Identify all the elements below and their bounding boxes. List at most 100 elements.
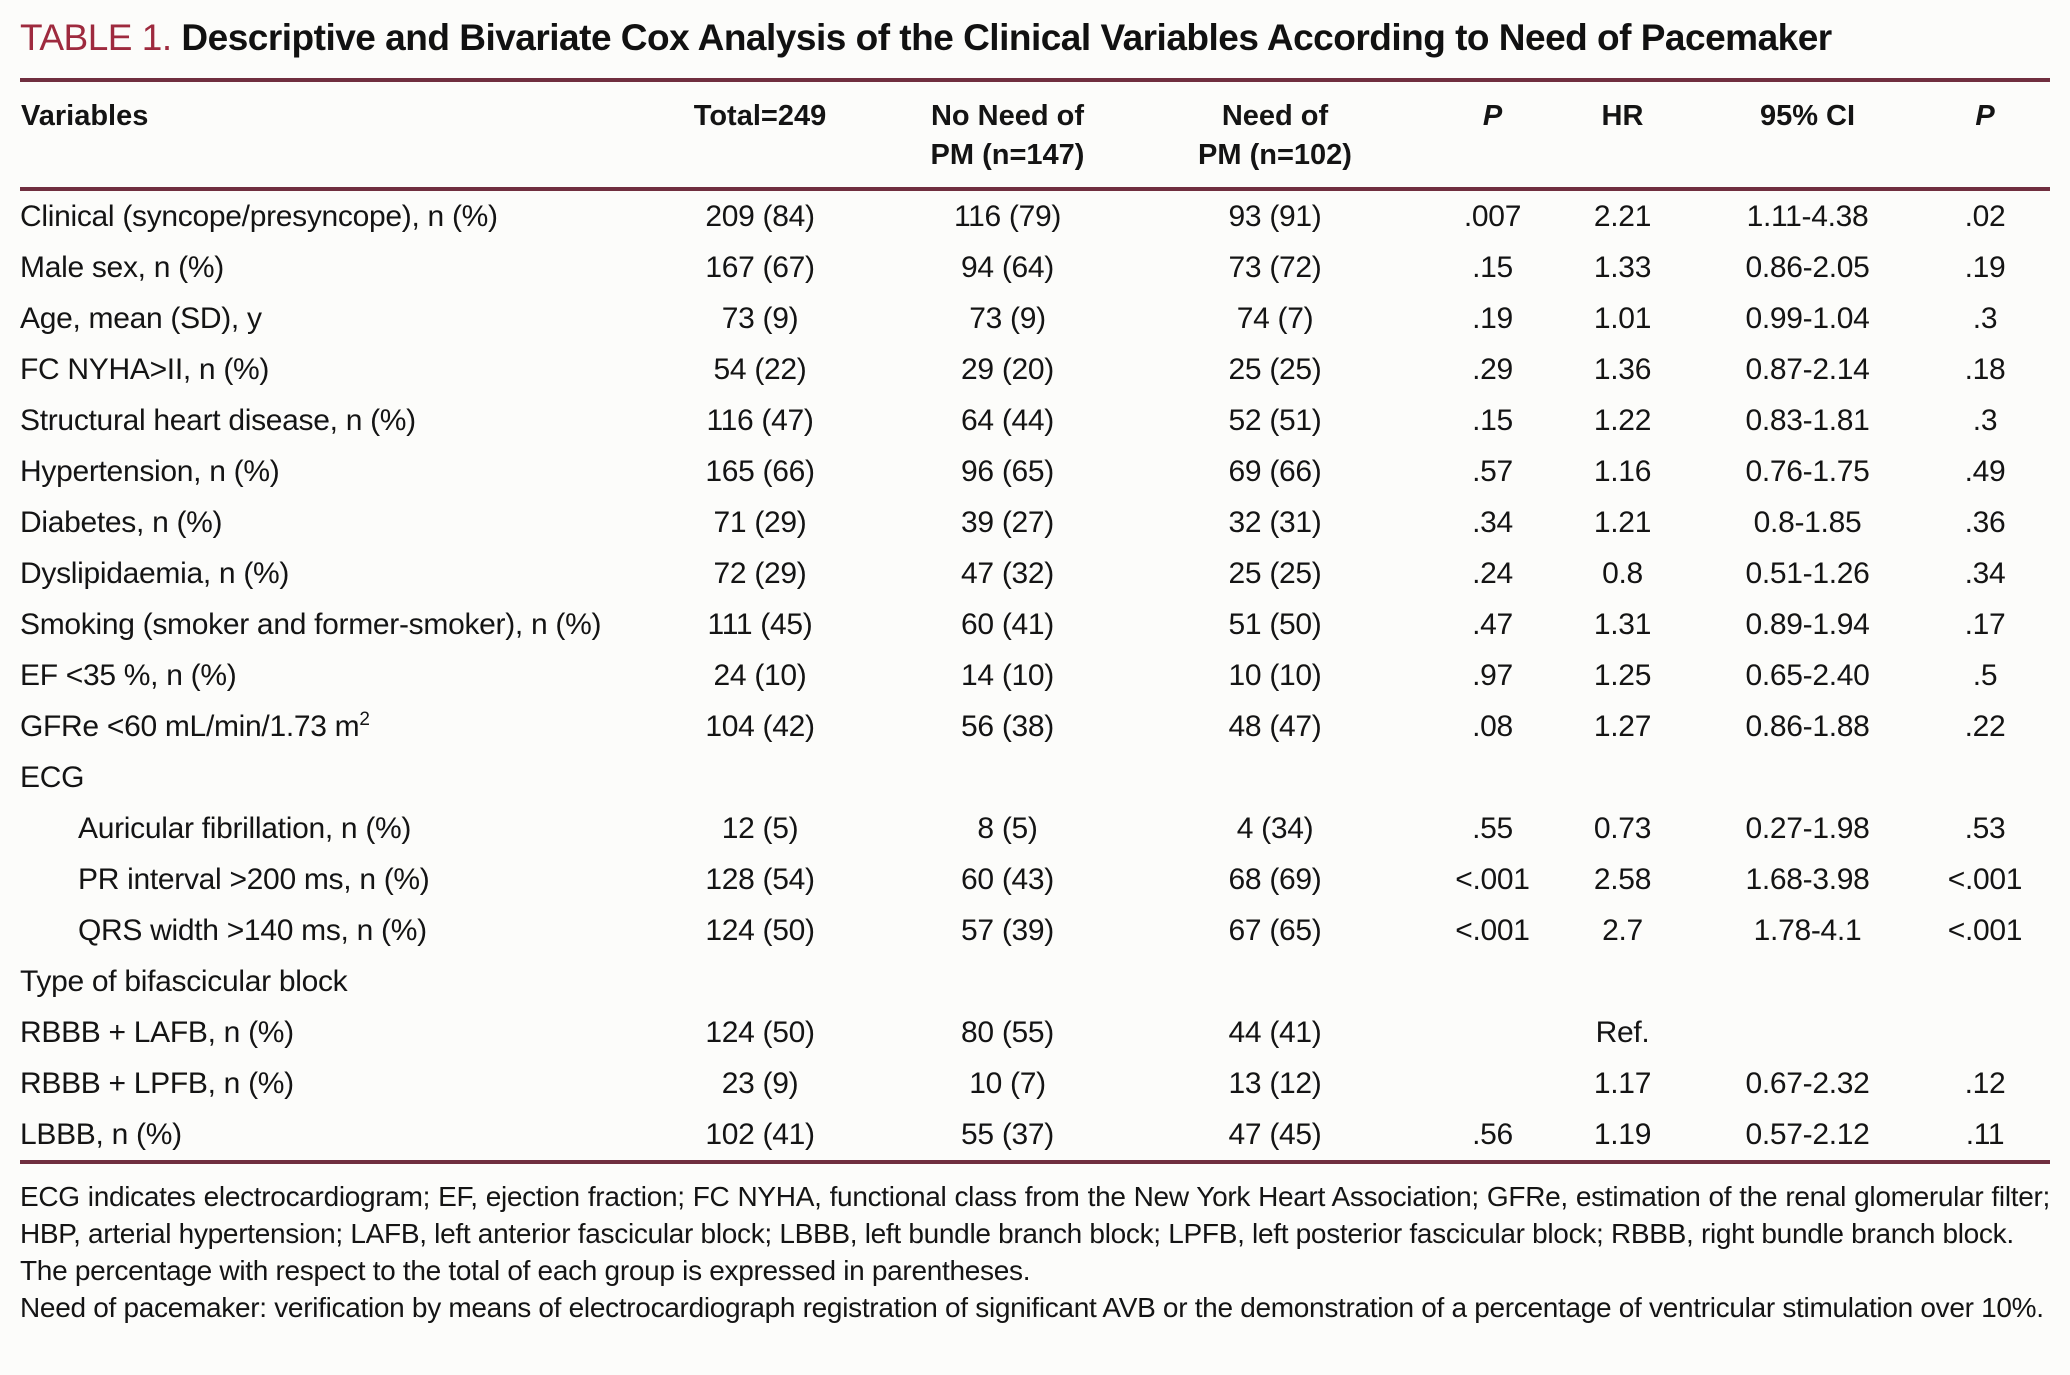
header-variables: Variables [20,80,620,191]
header-total: Total=249 [620,80,900,191]
p2-cell: .12 [1964,1066,2006,1100]
p2-cell: .19 [1964,250,2006,284]
variable-cell: Clinical (syncope/presyncope), n (%) [20,199,498,233]
total-cell: 116 (47) [706,403,814,437]
no_need-cell: 10 (7) [969,1066,1046,1100]
table-row: RBBB + LPFB, n (%) 23 (9) 10 (7) 13 (12) 1.1… [20,1058,2050,1109]
hr-cell: 1.27 [1593,709,1652,743]
variable-cell: Auricular fibrillation, n (%) [78,811,412,845]
p1-cell: .15 [1472,403,1513,437]
table-row: GFRe <60 mL/min/1.73 m2 104 (42) 56 (38) 48… [20,701,2050,752]
footnote-abbreviations: ECG indicates electrocardiogram; EF, eje… [20,1181,2050,1249]
ci-cell: 1.78-4.1 [1753,913,1862,947]
p1-cell: .34 [1472,505,1513,539]
need-cell: 51 (50) [1228,607,1322,641]
p2-cell: .11 [1965,1117,2005,1151]
ci-cell [1695,956,1920,1007]
no_need-cell [900,752,1115,803]
cox-analysis-table: Variables Total=249 No Need of PM (n=147… [20,78,2050,1164]
p2-cell: .3 [1972,301,1998,335]
p1-cell [1435,1058,1550,1109]
ci-cell: 0.86-2.05 [1745,250,1870,284]
table-row: LBBB, n (%) 102 (41) 55 (37) 47 (45) .56 1.19… [20,1109,2050,1162]
table-title-text: Descriptive and Bivariate Cox Analysis o… [181,17,1832,58]
hr-cell: 2.21 [1593,199,1652,233]
p1-cell: .56 [1472,1117,1513,1151]
no_need-cell: 96 (65) [961,454,1054,488]
p2-cell: .18 [1964,352,2006,386]
paper-table-figure: TABLE 1. Descriptive and Bivariate Cox A… [20,0,2050,1326]
table-row: Dyslipidaemia, n (%) 72 (29) 47 (32) 25 (25… [20,548,2050,599]
need-cell: 48 (47) [1228,709,1322,743]
need-cell: 25 (25) [1228,352,1322,386]
variable-cell: Type of bifascicular block [20,964,348,998]
table-body: Clinical (syncope/presyncope), n (%) 209 … [20,189,2050,1162]
ci-cell [1695,1007,1920,1058]
p2-cell: .02 [1964,199,2006,233]
variable-cell: Smoking (smoker and former-smoker), n (%… [20,607,602,641]
need-cell: 25 (25) [1228,556,1322,590]
need-cell: 93 (91) [1228,199,1322,233]
no_need-cell: 60 (43) [961,862,1054,896]
table-row: Male sex, n (%) 167 (67) 94 (64) 73 (72) .15… [20,242,2050,293]
ci-cell: 0.86-1.88 [1745,709,1870,743]
total-cell: 23 (9) [721,1066,799,1100]
header-need-pm: Need of PM (n=102) [1115,80,1435,191]
p1-cell: .24 [1472,556,1513,590]
p2-cell: .49 [1964,454,2006,488]
need-cell: 52 (51) [1228,403,1322,437]
variable-cell: Age, mean (SD), y [20,301,262,335]
variable-cell: Hypertension, n (%) [20,454,280,488]
ci-cell: 0.87-2.14 [1745,352,1870,386]
total-cell [620,956,900,1007]
total-cell: 54 (22) [713,352,807,386]
p1-cell [1435,752,1550,803]
ci-cell [1695,752,1920,803]
hr-cell: 1.19 [1593,1117,1652,1151]
table-row: FC NYHA>II, n (%) 54 (22) 29 (20) 25 (25) .2… [20,344,2050,395]
variable-cell: Male sex, n (%) [20,250,224,284]
no_need-cell: 80 (55) [961,1015,1054,1049]
variable-cell: Dyslipidaemia, n (%) [20,556,290,590]
no_need-cell: 60 (41) [961,607,1054,641]
p1-cell: <.001 [1455,862,1530,896]
footnote-percentages: The percentage with respect to the total… [20,1255,1031,1286]
variable-cell: PR interval >200 ms, n (%) [78,862,430,896]
no_need-cell: 116 (79) [953,199,1062,233]
total-cell: 128 (54) [705,862,815,896]
ci-cell: 0.76-1.75 [1745,454,1870,488]
no_need-cell: 57 (39) [961,913,1054,947]
ci-cell: 1.68-3.98 [1745,862,1870,896]
hr-cell: 1.36 [1593,352,1652,386]
total-cell: 12 (5) [721,811,799,845]
need-cell: 4 (34) [1236,811,1314,845]
need-cell [1115,752,1435,803]
total-cell: 73 (9) [721,301,799,335]
p1-cell: .57 [1472,454,1513,488]
p2-cell: .22 [1964,709,2006,743]
variable-cell: GFRe <60 mL/min/1.73 m2 [20,708,370,743]
p2-cell [1920,752,2050,803]
total-cell: 124 (50) [705,1015,815,1049]
p1-cell: .15 [1472,250,1513,284]
p2-cell: <.001 [1947,913,2023,947]
p1-cell: .47 [1472,607,1513,641]
p1-cell: .007 [1463,199,1522,233]
ci-cell: 1.11-4.38 [1746,199,1869,233]
p2-cell: .34 [1964,556,2006,590]
header-no-need-line2: PM (n=147) [930,139,1085,171]
p1-cell: .55 [1472,811,1513,845]
table-row: EF <35 %, n (%) 24 (10) 14 (10) 10 (10) .97 1… [20,650,2050,701]
variable-cell: QRS width >140 ms, n (%) [78,913,427,947]
p2-cell [1920,956,2050,1007]
ci-cell: 0.57-2.12 [1745,1117,1870,1151]
no_need-cell [900,956,1115,1007]
table-row: Structural heart disease, n (%) 116 (47) 6… [20,395,2050,446]
p2-cell: .36 [1964,505,2006,539]
ci-cell: 0.89-1.94 [1745,607,1870,641]
hr-cell [1550,752,1695,803]
no_need-cell: 14 (10) [961,658,1054,692]
table-number-label: TABLE 1. [20,17,172,58]
total-cell: 72 (29) [713,556,807,590]
header-need-line2: PM (n=102) [1198,139,1352,171]
